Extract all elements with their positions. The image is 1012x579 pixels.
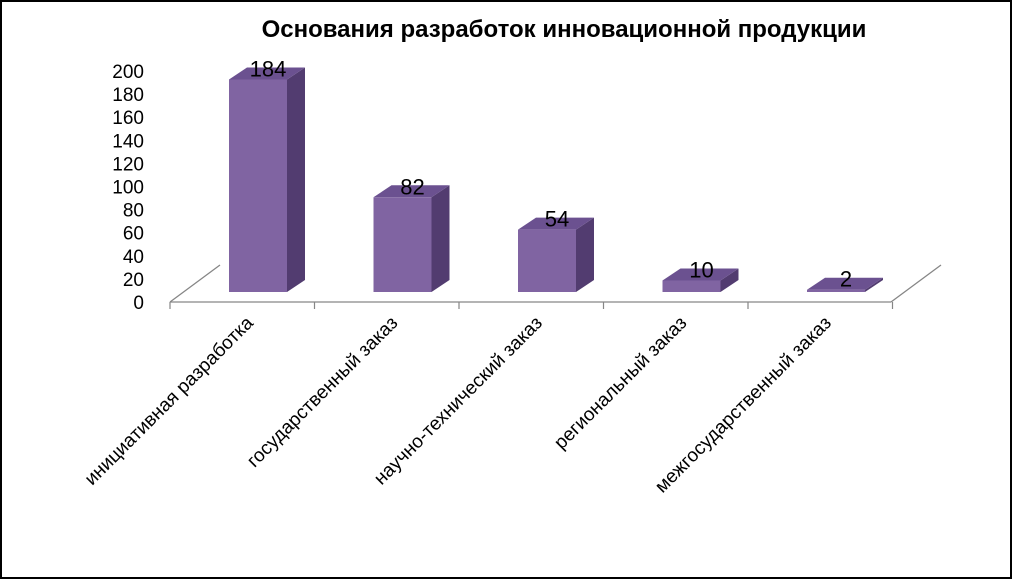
y-tick-label: 60 — [123, 224, 144, 245]
data-label: 2 — [840, 267, 852, 292]
bar-side-face — [720, 268, 739, 292]
bar-top-face — [373, 185, 450, 198]
bars — [229, 67, 883, 292]
bar-front-face — [662, 280, 721, 292]
y-tick-label: 80 — [123, 201, 144, 222]
category-label: межгосударственный заказ — [651, 313, 836, 498]
y-tick-label: 200 — [112, 62, 144, 83]
bar — [373, 185, 450, 292]
bar — [662, 268, 739, 292]
bar-top-face — [229, 67, 305, 80]
y-tick-label: 140 — [112, 131, 144, 152]
category-label: научно-технический заказ — [370, 313, 547, 490]
bar-side-face — [431, 185, 450, 292]
category-label: государственный заказ — [243, 313, 402, 472]
bar — [807, 277, 883, 292]
floor-right-edge — [890, 264, 942, 303]
y-tick-label: 20 — [123, 270, 144, 291]
category-label: инициативная разработка — [81, 312, 258, 489]
y-tick-label: 100 — [112, 178, 144, 199]
floor-left-edge — [169, 264, 221, 303]
y-tick-label: 0 — [133, 293, 144, 314]
y-tick-label: 40 — [123, 247, 144, 268]
bar-side-face — [576, 217, 594, 292]
chart-title: Основания разработок инновационной проду… — [262, 16, 867, 43]
bar — [518, 217, 594, 292]
bar-top-face — [518, 217, 594, 230]
bar-front-face — [373, 197, 432, 292]
data-label: 184 — [250, 56, 287, 81]
chart-floor — [169, 264, 942, 309]
bar-front-face — [807, 289, 865, 292]
bar-front-face — [518, 229, 576, 292]
data-labels: 184 82 54 10 2 — [250, 56, 852, 291]
bar-front-face — [229, 79, 287, 292]
y-tick-label: 180 — [112, 85, 144, 106]
bar-top-face — [662, 268, 739, 281]
bar-top-face — [807, 277, 883, 290]
data-label: 82 — [400, 174, 424, 199]
bar-side-face — [865, 277, 883, 292]
y-tick-label: 160 — [112, 108, 144, 129]
data-label: 10 — [689, 257, 713, 282]
bar-side-face — [287, 67, 305, 292]
bar — [229, 67, 305, 292]
category-label: региональный заказ — [550, 313, 691, 454]
y-tick-label: 120 — [112, 154, 144, 175]
data-label: 54 — [545, 207, 569, 232]
